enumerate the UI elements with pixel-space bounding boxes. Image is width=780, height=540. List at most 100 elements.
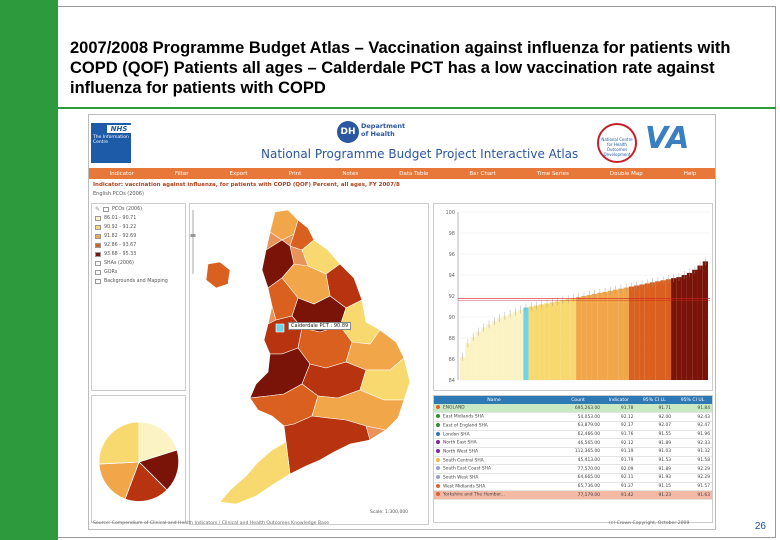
legend-label: 93.68 - 95.33 <box>104 252 137 257</box>
legend-extra-label: Backgrounds and Mapping <box>104 279 168 284</box>
table-row[interactable]: East of England SHA 63,879.00 92.17 92.07 92… <box>434 421 712 431</box>
chart-bar <box>544 303 550 380</box>
table-row[interactable]: North West SHA 112,365.00 91.19 91.03 91.32 <box>434 447 712 457</box>
zoom-slider-handle[interactable] <box>190 234 196 237</box>
chart-bar <box>607 290 614 380</box>
cell-count: 63,879.00 <box>554 421 603 431</box>
chart-bar <box>649 282 656 380</box>
map-panel[interactable]: Calderdale PCT : 90.89 Scale: 1:300,000 <box>189 203 429 525</box>
map-region[interactable] <box>219 441 291 505</box>
legend-label: 91.82 - 92.69 <box>104 234 137 239</box>
copyright-note: (c) Crown Copyright, October 2009 <box>609 521 690 526</box>
cell-count: 62,466.00 <box>554 430 603 440</box>
row-color-dot-icon <box>436 475 440 480</box>
pie-slice <box>98 421 140 465</box>
table-row[interactable]: East Midlands SHA 54,053.00 92.12 92.00 92.4… <box>434 412 712 422</box>
nav-data-table[interactable]: Data Table <box>399 170 429 177</box>
cell-name: Yorkshire and The Humber... <box>434 490 555 501</box>
table-row[interactable]: North East SHA 46,565.00 92.12 91.89 92.33 <box>434 438 712 448</box>
ranked-bar-chart: 100 98 96 94 92 90 88 86 84 <box>445 210 710 384</box>
chart-bar <box>512 311 519 380</box>
table-row[interactable]: South Central SHA 45,413.00 91.79 91.53 91.5… <box>434 456 712 466</box>
cell-name: South East Coast SHA <box>434 464 555 474</box>
legend-panel: ✎ PCOs (2006) 86.01 - 90.71 90.92 - 91.2… <box>91 203 186 391</box>
cell-ci-ll: 92.00 <box>635 412 674 422</box>
nav-help[interactable]: Help <box>683 170 697 177</box>
y-tick-label: 90 <box>449 315 455 321</box>
pencil-icon[interactable]: ✎ <box>95 206 101 213</box>
cell-name: London SHA <box>434 430 555 440</box>
chart-bar <box>602 291 608 380</box>
chart-bar <box>586 294 592 380</box>
row-name-text: South East Coast SHA <box>443 466 491 472</box>
col-count[interactable]: Count <box>554 396 603 404</box>
chart-bar <box>523 307 529 380</box>
legend-label: 86.01 - 90.71 <box>104 216 137 221</box>
legend-checkbox[interactable] <box>95 261 101 266</box>
chart-bar <box>470 336 476 380</box>
col-name[interactable]: Name <box>434 396 555 404</box>
cell-indicator: 92.12 <box>602 438 636 448</box>
cell-count: 46,565.00 <box>554 438 603 448</box>
nav-bar-chart[interactable]: Bar Chart <box>469 170 496 177</box>
map-tooltip-calderdale: Calderdale PCT : 90.89 <box>288 322 352 330</box>
legend-title: PCOs (2006) <box>112 207 143 212</box>
cell-ci-ll: 91.89 <box>635 464 674 474</box>
cell-ci-ul: 92.33 <box>673 438 712 448</box>
legend-extra-item[interactable]: SHAs (2006) <box>95 260 185 267</box>
nav-time-series[interactable]: Time Series <box>536 170 569 177</box>
table-row[interactable]: London SHA 62,466.00 91.76 91.55 91.96 <box>434 430 712 440</box>
cell-count: 65,736.00 <box>554 482 603 492</box>
cell-count: 112,365.00 <box>554 447 603 457</box>
legend-item: 93.68 - 95.33 <box>95 251 185 258</box>
chart-bar <box>576 297 582 380</box>
map-isle[interactable] <box>205 261 231 289</box>
col-indicator[interactable]: Indicator <box>602 396 636 404</box>
chart-bar <box>465 343 471 380</box>
legend-swatch <box>95 234 101 239</box>
chart-bar <box>655 281 661 380</box>
table-row[interactable]: West Midlands SHA 65,736.00 91.37 91.15 91.5… <box>434 482 712 492</box>
map-calderdale-highlight[interactable] <box>275 323 285 333</box>
cell-count: 695,263.00 <box>554 404 603 414</box>
table-row[interactable]: Yorkshire and The Humber... 77,179.00 91.4… <box>434 490 712 501</box>
cell-ci-ul: 91.58 <box>673 456 712 466</box>
chart-bar <box>623 287 629 380</box>
legend-extra-item[interactable]: Backgrounds and Mapping <box>95 278 185 285</box>
nav-double-map[interactable]: Double Map <box>609 170 643 177</box>
map-region[interactable] <box>283 415 371 475</box>
cell-ci-ll: 91.93 <box>635 473 674 483</box>
row-color-dot-icon <box>436 422 440 427</box>
nav-export[interactable]: Export <box>229 170 248 177</box>
cell-indicator: 91.19 <box>602 447 636 457</box>
table-row[interactable]: South East Coast SHA 77,570.00 92.09 91.89 9… <box>434 464 712 474</box>
cell-ci-ll: 91.53 <box>635 456 674 466</box>
legend-checkbox[interactable] <box>95 279 101 284</box>
cell-ci-ll: 92.07 <box>635 421 674 431</box>
cell-indicator: 91.78 <box>602 404 636 414</box>
row-color-dot-icon <box>436 483 440 488</box>
cell-name: West Midlands SHA <box>434 482 555 492</box>
nav-indicator[interactable]: Indicator <box>109 170 134 177</box>
legend-extra-item[interactable]: GORs <box>95 269 185 276</box>
legend-swatch <box>95 243 101 248</box>
atlas-header: NHS The Information Centre DH Department… <box>89 115 715 167</box>
nav-print[interactable]: Print <box>288 170 302 177</box>
cell-ci-ul: 91.32 <box>673 447 712 457</box>
row-name-text: North West SHA <box>443 449 478 455</box>
legend-checkbox[interactable] <box>103 207 110 212</box>
table-row[interactable]: South West SHA 64,665.00 92.11 91.93 92.29 <box>434 473 712 483</box>
legend-checkbox[interactable] <box>95 270 101 275</box>
va-logo: VA <box>645 121 690 156</box>
chart-bar <box>491 321 497 380</box>
data-table-panel: Name Count Indicator 95% CI LL 95% CI UL… <box>433 395 713 523</box>
chart-bar <box>628 286 635 380</box>
nav-notes[interactable]: Notes <box>342 170 359 177</box>
col-ci-ul[interactable]: 95% CI UL <box>673 396 712 404</box>
legend-label: 90.92 - 91.22 <box>104 225 137 230</box>
atlas-screenshot: NHS The Information Centre DH Department… <box>88 114 716 530</box>
row-name-text: Yorkshire and The Humber... <box>443 492 505 498</box>
col-ci-ll[interactable]: 95% CI LL <box>635 396 674 404</box>
table-row[interactable]: ENGLAND 695,263.00 91.78 91.71 91.84 <box>434 404 712 414</box>
nav-filter[interactable]: Filter <box>174 170 189 177</box>
